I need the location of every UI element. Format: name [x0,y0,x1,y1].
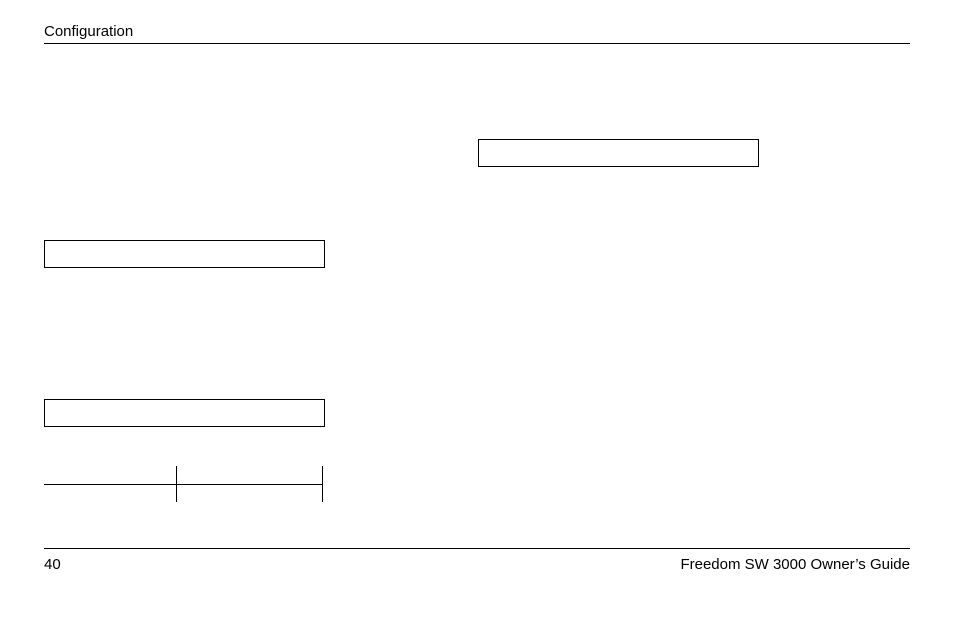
footer-page-number: 40 [44,556,61,573]
document-page: Configuration 40 Freedom SW 3000 Owner’s… [0,0,954,618]
empty-box-low-left [44,399,325,427]
page-header-title: Configuration [44,23,133,40]
empty-box-mid-left [44,240,325,268]
empty-box-top-right [478,139,759,167]
axis-tick-1 [176,466,177,502]
axis-line [44,484,323,485]
footer-guide-title: Freedom SW 3000 Owner’s Guide [680,556,910,573]
footer-rule [44,548,910,549]
axis-tick-2 [322,466,323,502]
header-rule [44,43,910,44]
